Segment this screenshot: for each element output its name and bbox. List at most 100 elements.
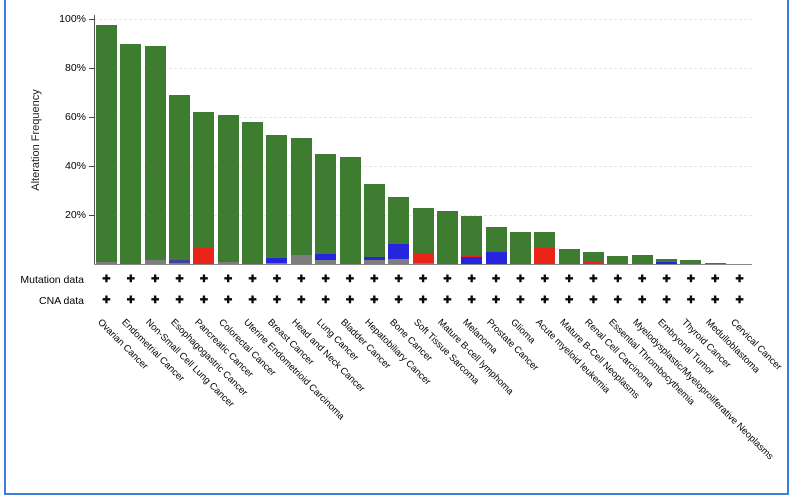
mutation-available-mark: ✚ [370, 274, 379, 285]
cna-available-mark: ✚ [516, 295, 525, 306]
y-tick-mark [89, 117, 94, 118]
mutation-available-mark: ✚ [272, 274, 282, 285]
bar-embryonal-tumor[interactable] [656, 258, 678, 264]
segment-deep_deletion [461, 256, 483, 264]
cna-available-mark: ✚ [199, 295, 209, 306]
y-tick-mark [89, 19, 94, 20]
cna-available-mark: ✚ [272, 295, 282, 306]
segment-fusion [169, 259, 191, 263]
segment-mutation [558, 249, 580, 264]
cna-available-mark: ✚ [443, 295, 452, 306]
segment-mutation [461, 216, 483, 256]
segment-mutation [631, 254, 653, 264]
mutation-available-mark: ✚ [224, 274, 233, 285]
gridline-40 [94, 166, 752, 167]
cna-available-mark: ✚ [321, 295, 330, 306]
y-axis-title: Alteration Frequency [30, 89, 42, 191]
y-tick-mark [89, 215, 94, 216]
segment-deep_deletion [388, 244, 410, 260]
cna-available-mark: ✚ [297, 295, 306, 306]
y-tick-label: 80% [64, 62, 86, 74]
bar-acute-myeloid-leukemia[interactable] [534, 232, 556, 264]
bar-thyroid-cancer[interactable] [680, 259, 702, 264]
mutation-data-track-label: Mutation data [20, 274, 84, 286]
bar-bone-cancer[interactable] [388, 196, 410, 264]
bar-non-small-cell-lung-cancer[interactable] [144, 45, 166, 264]
bar-melanoma[interactable] [461, 216, 483, 264]
segment-multiple_alterations [315, 260, 337, 264]
y-tick-mark [89, 68, 94, 69]
alteration-frequency-chart: Alteration Frequency 20% 40% 60% 80% 100% Mu… [6, 0, 791, 493]
segment-mutation [193, 112, 215, 247]
segment-multiple_alterations [363, 260, 385, 264]
mutation-available-mark: ✚ [345, 274, 355, 285]
segment-mutation [169, 94, 191, 260]
bar-mature-b-cell-lymphoma[interactable] [436, 211, 458, 264]
segment-multiple_alterations [144, 260, 166, 264]
gridline-60 [94, 117, 752, 118]
mutation-available-mark: ✚ [613, 274, 623, 285]
segment-deep_deletion [266, 257, 288, 263]
mutation-available-mark: ✚ [516, 274, 525, 285]
segment-amplification [583, 262, 604, 264]
segment-multiple_alterations [217, 261, 239, 264]
segment-mutation [144, 45, 166, 261]
bar-pancreatic-cancer[interactable] [193, 112, 215, 264]
bar-essential-thrombocythemia[interactable] [607, 255, 629, 264]
bar-prostate-cancer[interactable] [485, 227, 507, 264]
mutation-available-mark: ✚ [297, 274, 306, 285]
segment-mutation [680, 259, 702, 264]
segment-amplification [412, 252, 434, 263]
y-tick-label: 100% [59, 13, 86, 25]
bar-soft-tissue-sarcoma[interactable] [412, 207, 434, 264]
bar-endometrial-cancer[interactable] [120, 43, 142, 264]
segment-mutation [485, 227, 507, 251]
bar-bladder-cancer[interactable] [339, 157, 361, 264]
segment-multiple_alterations [290, 254, 312, 264]
bar-esophagogastric-cancer[interactable] [169, 94, 191, 264]
mutation-available-mark: ✚ [418, 274, 428, 285]
cna-available-mark: ✚ [686, 295, 696, 306]
bar-hepatobiliary-cancer[interactable] [363, 184, 385, 264]
mutation-available-mark: ✚ [443, 274, 452, 285]
bar-lung-cancer[interactable] [315, 153, 337, 264]
segment-multiple_alterations [412, 262, 434, 264]
mutation-available-mark: ✚ [150, 274, 160, 285]
bar-uterine-endometrioid-carcinoma[interactable] [242, 121, 264, 264]
cna-available-mark: ✚ [394, 295, 403, 306]
cna-available-mark: ✚ [735, 295, 744, 306]
bar-mature-b-cell-neoplasms[interactable] [558, 249, 580, 264]
bar-ovarian-cancer[interactable] [96, 25, 117, 264]
mutation-available-mark: ✚ [175, 274, 184, 285]
segment-mutation [96, 25, 117, 262]
bar-head-and-neck-cancer[interactable] [290, 137, 312, 264]
bar-renal-cell-carcinoma[interactable] [583, 251, 604, 264]
bar-breast-cancer[interactable] [266, 135, 288, 264]
bar-colorectal-cancer[interactable] [217, 114, 239, 264]
mutation-available-mark: ✚ [248, 274, 257, 285]
bar-medulloblastoma[interactable] [704, 263, 726, 264]
segment-mutation [242, 121, 264, 264]
segment-deep_deletion [656, 261, 678, 264]
cna-available-mark: ✚ [491, 295, 501, 306]
y-tick-mark [89, 166, 94, 167]
cna-available-mark: ✚ [102, 295, 111, 306]
mutation-available-mark: ✚ [589, 274, 598, 285]
x-axis-line [94, 264, 752, 265]
gridline-80 [94, 68, 752, 69]
mutation-available-mark: ✚ [126, 274, 136, 285]
cna-available-mark: ✚ [345, 295, 355, 306]
segment-mutation [315, 153, 337, 255]
mutation-available-mark: ✚ [662, 274, 671, 285]
segment-mutation [607, 255, 629, 264]
cna-available-mark: ✚ [150, 295, 160, 306]
segment-mutation [290, 137, 312, 255]
cna-available-mark: ✚ [662, 295, 671, 306]
cna-available-mark: ✚ [126, 295, 136, 306]
cna-available-mark: ✚ [418, 295, 428, 306]
bar-glioma[interactable] [509, 232, 531, 264]
segment-mutation [217, 114, 239, 262]
gridline-100 [94, 19, 752, 20]
bar-myelodysplastic-myeloproliferative-neoplasms[interactable] [631, 254, 653, 264]
